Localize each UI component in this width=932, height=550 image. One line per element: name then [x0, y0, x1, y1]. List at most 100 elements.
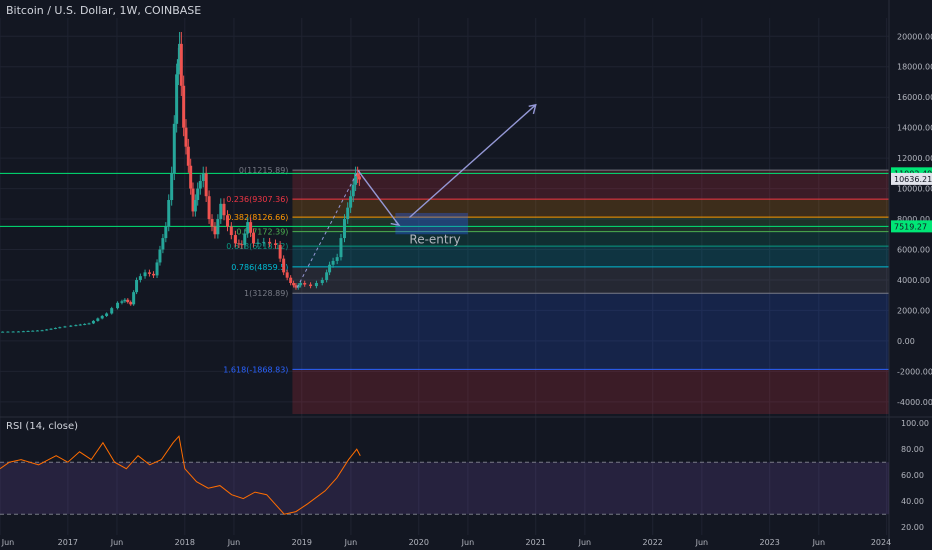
projection-arrow [357, 169, 400, 226]
candle-body [110, 308, 114, 314]
candle-body [328, 264, 332, 273]
candle-body [58, 327, 62, 329]
candle-body [132, 292, 136, 305]
y-tick-label: 12000.00 [897, 154, 932, 163]
candle-body [296, 285, 300, 288]
candle-body [53, 327, 57, 329]
rsi-line [0, 435, 361, 515]
candle-body [262, 241, 266, 243]
x-tick-label: 2018 [175, 538, 195, 547]
candle-body [16, 331, 20, 333]
candle-body [201, 173, 205, 181]
candle-body [351, 184, 355, 197]
candle-body [193, 200, 197, 212]
candle-body [226, 215, 230, 227]
fib-band [292, 293, 889, 370]
candle-body [309, 284, 313, 287]
candle-body [335, 257, 339, 261]
candle-body [325, 272, 329, 280]
candle-body [179, 43, 183, 86]
y-tick-label: 6000.00 [897, 246, 930, 255]
fib-level-label: 0.786(4859.5) [231, 263, 288, 272]
x-tick-label: 2022 [643, 538, 663, 547]
x-tick-label: Jun [578, 538, 592, 547]
rsi-tick-label: 40.00 [901, 497, 924, 506]
candle-body [45, 329, 49, 331]
candle-body [210, 219, 214, 227]
candle-body [294, 285, 298, 288]
candle-body [289, 277, 293, 284]
candle-body [278, 244, 282, 259]
y-tick-label: 8000.00 [897, 215, 930, 224]
reentry-label: Re-entry [409, 232, 460, 246]
candle-body [339, 238, 343, 258]
y-tick-label: 2000.00 [897, 306, 930, 315]
y-tick-label: 20000.00 [897, 32, 932, 41]
candle-body [120, 301, 124, 303]
candle-body [216, 219, 220, 235]
arrow-head [528, 103, 537, 115]
candle-body [273, 243, 277, 245]
rsi-tick-label: 80.00 [901, 445, 924, 454]
candle-body [182, 85, 186, 128]
y-tick-label: -2000.00 [897, 367, 932, 376]
x-tick-label: 2020 [409, 538, 429, 547]
candle-body [87, 323, 91, 325]
candle-body [198, 180, 202, 189]
candle-body [175, 74, 179, 124]
candle-body [129, 302, 133, 305]
candle-body [219, 203, 223, 220]
candle-body [342, 219, 346, 239]
candle-body [314, 283, 318, 287]
price-badge-label: 7519.27 [894, 222, 927, 231]
candle-body [356, 173, 360, 177]
fib-band [292, 369, 889, 414]
candle-body [11, 331, 15, 333]
y-tick-label: 0.00 [897, 337, 915, 346]
y-tick-label: 14000.00 [897, 124, 932, 133]
candle-body [331, 260, 335, 265]
candle-body [178, 43, 182, 60]
candle-body [63, 326, 67, 328]
x-tick-label: Jun [344, 538, 358, 547]
chart-title: Bitcoin / U.S. Dollar, 1W, COINBASE [6, 4, 202, 17]
candle-body [186, 146, 190, 166]
candle-body [78, 324, 82, 326]
candle-body [100, 315, 104, 319]
candle-body [268, 241, 272, 244]
fib-band [292, 231, 889, 247]
candle-body [196, 188, 200, 201]
candle-body [123, 299, 127, 302]
candle-body [189, 165, 193, 189]
y-tick-label: 18000.00 [897, 63, 932, 72]
fib-level-label: 0.5(7172.39) [236, 228, 288, 237]
candle-body [126, 299, 130, 303]
x-tick-label: 2019 [292, 538, 312, 547]
candle-body [49, 328, 53, 330]
candle-body [143, 272, 147, 277]
x-tick-label: Jun [695, 538, 709, 547]
candle-body [204, 173, 208, 197]
candle-body [40, 330, 44, 332]
x-tick-label: 2021 [526, 538, 546, 547]
candle-body [26, 330, 30, 332]
fib-level-label: 0.618(6218.12) [226, 242, 288, 251]
fib-band [292, 246, 889, 267]
y-tick-label: -4000.00 [897, 398, 932, 407]
candle-body [105, 313, 109, 316]
candle-body [252, 232, 256, 244]
candle-body [191, 188, 195, 212]
fib-level-label: 0(11215.89) [239, 166, 289, 175]
fib-level-label: 0.382(8126.66) [226, 213, 288, 222]
candle-body [96, 318, 100, 321]
fib-level-label: 1.618(-1868.83) [223, 365, 288, 374]
candle-body [213, 226, 217, 235]
rsi-title: RSI (14, close) [6, 421, 79, 432]
candle-body [21, 331, 25, 333]
fib-band [292, 266, 889, 294]
candle-body [31, 330, 35, 332]
candle-body [349, 196, 353, 208]
candle-body [69, 325, 73, 327]
candle-body [299, 283, 303, 286]
